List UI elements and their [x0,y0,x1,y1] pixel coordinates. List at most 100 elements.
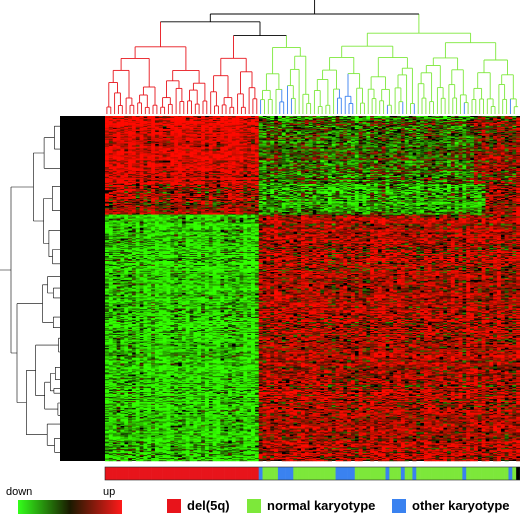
annotation-cell [508,467,512,480]
annotation-cell [301,467,305,480]
annotation-cell [489,467,493,480]
annotation-cell [140,467,144,480]
annotation-cell [482,467,486,480]
annotation-cell [209,467,213,480]
annotation-cell [339,467,343,480]
expression-heatmap [105,116,520,461]
annotation-cell [263,467,267,480]
annotation-cell [289,467,293,480]
annotation-cell [435,467,439,480]
annotation-cell [382,467,386,480]
other-swatch [392,499,406,513]
annotation-cell [113,467,117,480]
annotation-cell [178,467,182,480]
annotation-cell [432,467,436,480]
annotation-cell [105,467,109,480]
annotation-cell [163,467,167,480]
annotation-cell [213,467,217,480]
annotation-cell [120,467,124,480]
legend-item-normal: normal karyotype [247,498,375,513]
annotation-cell [170,467,174,480]
annotation-cell [309,467,313,480]
annotation-cell [216,467,220,480]
annotation-cell [193,467,197,480]
annotation-cell [412,467,416,480]
annotation-cell [347,467,351,480]
annotation-cell [201,467,205,480]
sample-dendrogram [107,0,518,114]
color-scale-bar [18,500,122,514]
del5q-label: del(5q) [187,498,230,513]
annotation-cell [313,467,317,480]
annotation-cell [439,467,443,480]
annotation-cell [117,467,121,480]
other-label: other karyotype [412,498,510,513]
annotation-cell [278,467,282,480]
annotation-cell [455,467,459,480]
annotation-cell [466,467,470,480]
annotation-cell [155,467,159,480]
annotation-cell [247,467,251,480]
annotation-cell [370,467,374,480]
annotation-cell [405,467,409,480]
annotation-cell [374,467,378,480]
annotation-cell [459,467,463,480]
annotation-cell [132,467,136,480]
scale-low-label: down [6,486,32,498]
annotation-cell [386,467,390,480]
annotation-cell [512,467,516,480]
annotation-cell [297,467,301,480]
gene-leaf-block [60,116,105,461]
annotation-cell [128,467,132,480]
annotation-cell [359,467,363,480]
annotation-cell [190,467,194,480]
annotation-cell [416,467,420,480]
annotation-cell [493,467,497,480]
annotation-cell [393,467,397,480]
annotation-cell [293,467,297,480]
annotation-cell [266,467,270,480]
annotation-cell [205,467,209,480]
annotation-cell [151,467,155,480]
gene-dendrogram [0,116,105,461]
annotation-cell [239,467,243,480]
annotation-cell [332,467,336,480]
annotation-cell [474,467,478,480]
annotation-cell [462,467,466,480]
annotation-cell [143,467,147,480]
annotation-cell [174,467,178,480]
annotation-cell [501,467,505,480]
annotation-cell [197,467,201,480]
annotation-cell [424,467,428,480]
annotation-cell [397,467,401,480]
sample-annotation-bar [105,467,520,480]
annotation-cell [355,467,359,480]
annotation-cell [470,467,474,480]
legend: down up del(5q) normal karyotype other k… [0,482,520,526]
annotation-cell [336,467,340,480]
annotation-cell [232,467,236,480]
annotation-cell [320,467,324,480]
annotation-cell [420,467,424,480]
annotation-cell [351,467,355,480]
annotation-cell [362,467,366,480]
annotation-cell [378,467,382,480]
annotation-cell [343,467,347,480]
annotation-cell [259,467,263,480]
annotation-cell [478,467,482,480]
normal-label: normal karyotype [267,498,375,513]
annotation-cell [166,467,170,480]
legend-item-other: other karyotype [392,498,510,513]
annotation-cell [409,467,413,480]
annotation-cell [447,467,451,480]
normal-swatch [247,499,261,513]
annotation-cell [136,467,140,480]
annotation-cell [451,467,455,480]
annotation-cell [443,467,447,480]
annotation-cell [270,467,274,480]
annotation-cell [401,467,405,480]
annotation-cell [220,467,224,480]
annotation-cell [389,467,393,480]
annotation-cell [305,467,309,480]
annotation-cell [516,467,520,480]
